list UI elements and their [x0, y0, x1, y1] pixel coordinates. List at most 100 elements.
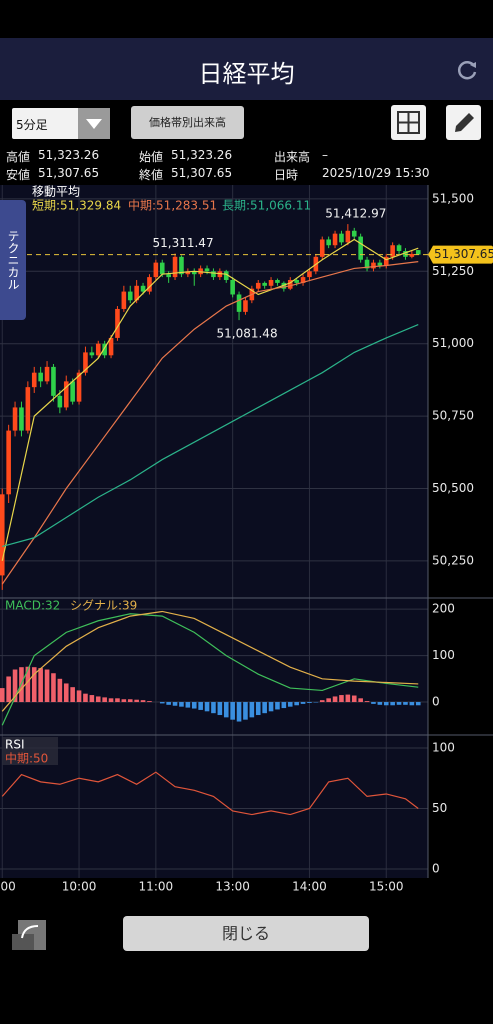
candle-body: [371, 262, 376, 269]
candle-body: [153, 262, 159, 278]
histogram-bar: [415, 702, 421, 706]
histogram-bar: [377, 702, 383, 705]
candle-body: [70, 381, 75, 402]
histogram-bar: [140, 700, 146, 703]
histogram-bar: [383, 702, 389, 706]
y-tick-label: 0: [432, 695, 440, 709]
candle-body: [243, 300, 248, 312]
histogram-bar: [409, 702, 415, 706]
candle-body: [351, 230, 357, 237]
candle-body: [300, 277, 306, 283]
candle-body: [396, 245, 402, 252]
histogram-bar: [351, 695, 357, 703]
histogram-bar: [102, 697, 107, 703]
legend-entry: 長期:51,066.11: [222, 199, 311, 213]
candle-body: [415, 250, 421, 255]
legend-entry: シグナル:39: [70, 599, 137, 613]
legend-entry: 短期:51,329.84: [32, 199, 121, 213]
candle-body: [25, 387, 31, 431]
histogram-bar: [236, 702, 242, 722]
candle-body: [223, 271, 229, 280]
last-price-label: 51,307.65: [434, 247, 493, 261]
legend-background: [2, 737, 58, 765]
candle-body: [31, 372, 37, 388]
y-tick-label: 50: [432, 801, 447, 815]
candle-body: [95, 343, 101, 356]
info-value: 51,323.26: [38, 148, 100, 162]
info-label: 終値: [139, 168, 164, 182]
histogram-bar: [25, 666, 31, 703]
x-tick-label: 14:00: [292, 880, 327, 894]
candle-body: [262, 282, 267, 286]
x-tick-label: 15:00: [369, 880, 404, 894]
info-label: 高値: [6, 150, 31, 164]
info-label: 出来高: [274, 150, 311, 164]
y-tick-label: 50,750: [432, 409, 474, 423]
candle-body: [19, 407, 24, 431]
info-value: –: [322, 148, 328, 162]
candle-body: [83, 352, 88, 373]
price-annotation: 51,412.97: [325, 207, 386, 221]
rotate-icon[interactable]: [10, 918, 48, 952]
info-value: 2025/10/29 15:30: [322, 166, 430, 180]
histogram-bar: [121, 699, 127, 703]
candle-body: [390, 245, 395, 257]
info-label: 始値: [139, 150, 164, 164]
histogram-bar: [31, 667, 37, 703]
candle-body: [76, 372, 82, 402]
x-tick-label: 9:00: [0, 880, 16, 894]
histogram-bar: [223, 702, 229, 718]
indicator-line: [1, 238, 419, 562]
candle-body: [383, 256, 389, 266]
last-price-badge: [428, 245, 493, 264]
candle-body: [185, 271, 191, 275]
layout-button[interactable]: [391, 105, 426, 140]
histogram-bar: [51, 673, 56, 703]
histogram-bar: [134, 699, 139, 703]
close-button[interactable]: 閉じる: [123, 916, 369, 951]
y-tick-label: 100: [432, 740, 455, 754]
candle-body: [172, 256, 178, 278]
histogram-bar: [108, 698, 114, 703]
candle-body: [364, 259, 370, 269]
histogram-bar: [364, 701, 370, 703]
y-tick-label: 50,250: [432, 553, 474, 567]
candle-body: [236, 294, 242, 312]
candle-body: [121, 291, 127, 309]
histogram-bar: [63, 683, 69, 703]
candle-body: [108, 337, 114, 356]
candle-body: [179, 256, 184, 275]
indicator-line: [1, 261, 419, 585]
period-dropdown[interactable]: 5分足: [12, 108, 110, 139]
histogram-bar: [172, 702, 178, 706]
histogram-bar: [287, 702, 293, 707]
y-tick-label: 50,500: [432, 481, 474, 495]
histogram-bar: [319, 700, 325, 703]
histogram-bar: [262, 702, 267, 714]
price-annotation: 51,311.47: [153, 236, 214, 250]
histogram-bar: [0, 688, 5, 703]
histogram-bar: [44, 669, 50, 703]
volume-button[interactable]: 価格帯別出来高: [131, 106, 244, 139]
histogram-bar: [198, 702, 203, 710]
draw-button[interactable]: [446, 105, 481, 140]
y-tick-label: 100: [432, 648, 455, 662]
histogram-bar: [403, 702, 408, 705]
candle-body: [358, 236, 363, 260]
period-text: 5分足: [16, 118, 48, 132]
histogram-bar: [243, 702, 248, 720]
technical-tab[interactable]: テクニカル: [0, 200, 26, 320]
histogram-bar: [95, 696, 101, 703]
indicator-line: [1, 771, 419, 816]
refresh-icon[interactable]: [455, 58, 479, 82]
candle-body: [345, 230, 351, 243]
histogram-bar: [127, 699, 133, 703]
header: 日経平均: [0, 38, 493, 100]
candle-body: [0, 494, 5, 576]
y-tick-label: 200: [432, 602, 455, 616]
candle-body: [12, 407, 18, 431]
x-tick-label: 13:00: [215, 880, 250, 894]
histogram-bar: [38, 668, 43, 703]
candle-body: [332, 233, 338, 246]
